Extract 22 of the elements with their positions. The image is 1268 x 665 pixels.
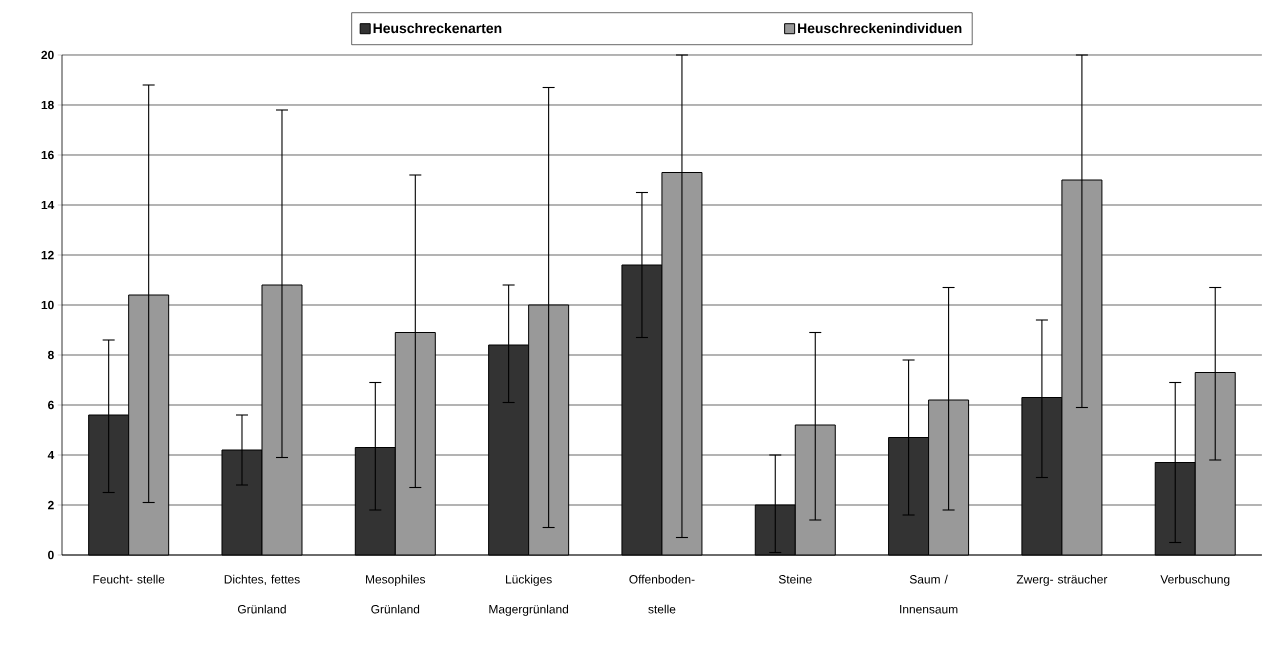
y-tick-label: 16: [41, 151, 54, 160]
x-tick-label: Zwerg- sträucher: [1016, 575, 1108, 587]
y-tick-label: 14: [41, 201, 55, 210]
category-label: Lückiges Magergrünland: [489, 575, 569, 617]
y-tick-label: 8: [47, 351, 54, 360]
x-tick-label: Feucht- stelle: [93, 575, 165, 584]
y-tick-label: 20: [41, 51, 54, 60]
category-label: Offenboden- stelle: [629, 575, 695, 614]
y-tick-label: 12: [41, 251, 54, 260]
category-label: Saum / Innensaum: [900, 575, 958, 614]
x-tick-label: Verbuschung: [1160, 575, 1230, 587]
category-label: Dichtes, fettes Grünland: [224, 575, 300, 614]
y-tick-label: 4: [47, 451, 55, 460]
legend-label: Heuschreckenindividuen: [798, 23, 962, 34]
legend-label: Heuschreckenarten: [373, 23, 502, 34]
y-tick-label: 0: [48, 551, 54, 560]
y-tick-label: 18: [41, 101, 54, 110]
y-tick-label: 6: [48, 401, 54, 410]
y-tick-label: 10: [41, 301, 54, 310]
x-tick-label: Steine: [778, 575, 812, 584]
y-tick-label: 2: [48, 501, 54, 510]
category-label: Mesophiles Grünland: [366, 575, 426, 614]
